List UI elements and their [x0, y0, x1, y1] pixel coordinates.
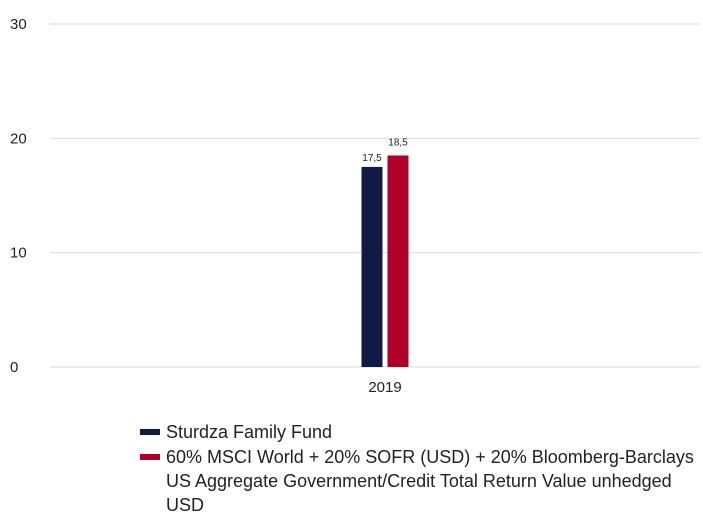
y-axis-ticks: 0 10 20 30 — [10, 16, 27, 376]
x-axis-ticks: 2019 — [368, 379, 401, 396]
y-tick-label-0: 0 — [10, 359, 18, 376]
y-tick-label-20: 20 — [10, 130, 27, 147]
legend-swatch-benchmark — [140, 454, 160, 460]
bars: 17,5 18,5 — [361, 137, 409, 367]
legend-swatch-fund — [140, 429, 160, 435]
y-tick-label-10: 10 — [10, 245, 27, 262]
bar-series-1-2019 — [387, 155, 409, 367]
legend: Sturdza Family Fund 60% MSCI World + 20%… — [140, 420, 700, 518]
legend-label-fund: Sturdza Family Fund — [166, 422, 333, 442]
y-tick-label-30: 30 — [10, 16, 27, 33]
bar-series-0-2019 — [361, 166, 383, 367]
bar-chart: 0 10 20 30 17,5 18,5 2019 — [10, 16, 700, 396]
legend-item-benchmark: 60% MSCI World + 20% SOFR (USD) + 20% Bl… — [140, 445, 700, 517]
data-label-series-0-2019: 17,5 — [362, 153, 382, 164]
legend-label-benchmark: 60% MSCI World + 20% SOFR (USD) + 20% Bl… — [166, 447, 694, 515]
data-label-series-1-2019: 18,5 — [388, 137, 408, 148]
x-tick-label-2019: 2019 — [368, 379, 401, 396]
legend-item-fund: Sturdza Family Fund — [140, 420, 700, 444]
